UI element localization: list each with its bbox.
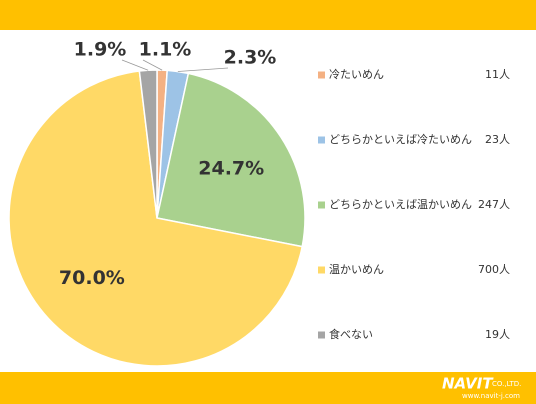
pie-slice xyxy=(156,72,306,248)
legend-swatch xyxy=(318,266,325,274)
data-label: 1.9% xyxy=(74,39,127,61)
legend-label: 冷たいめん xyxy=(329,68,384,81)
pie-slice xyxy=(138,69,158,219)
legend-count: 23人 xyxy=(485,133,510,146)
legend-swatch xyxy=(318,331,325,339)
data-label: 70.0% xyxy=(59,267,125,289)
bottom-band xyxy=(0,372,536,404)
logo: NAVIT xyxy=(442,375,494,393)
legend-label: どちらかといえば冷たいめん xyxy=(329,133,472,146)
data-label: 24.7% xyxy=(198,158,264,180)
legend-swatch xyxy=(318,71,325,79)
logo-company: CO.,LTD. xyxy=(492,380,521,388)
logo-url: www.navit-j.com xyxy=(462,392,520,400)
pie-slice xyxy=(8,70,304,367)
leader-line xyxy=(121,59,149,71)
legend-swatch xyxy=(318,136,325,144)
legend-swatch xyxy=(318,201,325,209)
legend-count: 11人 xyxy=(485,68,510,81)
leader-line xyxy=(177,67,229,72)
legend-count: 19人 xyxy=(485,328,510,341)
leader-line xyxy=(142,59,163,71)
data-label: 1.1% xyxy=(139,39,192,61)
legend-label: 温かいめん xyxy=(329,263,384,276)
data-label: 2.3% xyxy=(224,47,277,69)
legend-count: 247人 xyxy=(478,198,510,211)
top-band xyxy=(0,0,536,30)
legend-label: どちらかといえば温かいめん xyxy=(329,198,472,211)
legend-label: 食べない xyxy=(329,327,373,341)
legend-count: 700人 xyxy=(478,263,510,276)
